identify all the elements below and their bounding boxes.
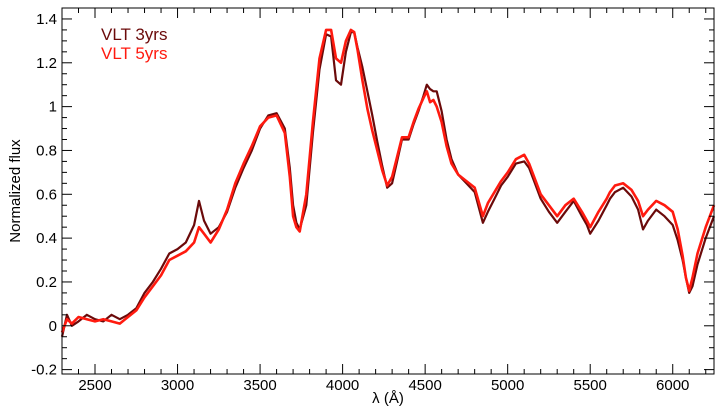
series-layer: [60, 28, 716, 337]
y-axis-title: Normalized flux: [7, 139, 24, 243]
x-tick-label: 5500: [574, 377, 607, 394]
y-tick-label: 0.8: [36, 142, 57, 159]
y-tick-label: -0.2: [31, 362, 57, 379]
y-tick-label: 0.2: [36, 274, 57, 291]
y-tick-label: 1.4: [36, 11, 57, 28]
x-tick-label: 4500: [408, 377, 441, 394]
x-tick-label: 4000: [326, 377, 359, 394]
x-tick-label: 3000: [161, 377, 194, 394]
plot-frame: [61, 7, 715, 375]
y-tick-label: 0.4: [36, 230, 57, 247]
x-tick-label: 6000: [656, 377, 689, 394]
x-tick-label: 5000: [491, 377, 524, 394]
x-tick-label: 2500: [78, 377, 111, 394]
legend-entry-1: VLT 3yrs: [101, 25, 167, 44]
legend-entry-2: VLT 5yrs: [101, 44, 167, 63]
x-tick-label: 3500: [243, 377, 276, 394]
y-tick-label: 1: [49, 99, 57, 116]
series-line-2: [60, 28, 716, 333]
x-axis-title: λ (Å): [372, 390, 404, 407]
y-tick-label: 0.6: [36, 186, 57, 203]
y-tick-label: 1.2: [36, 55, 57, 72]
y-tick-label: 0: [49, 318, 57, 335]
axes-layer: 2500 3000 3500 4000 4500 5000 5500 6000 -0.2 0 0.2…: [31, 7, 715, 394]
